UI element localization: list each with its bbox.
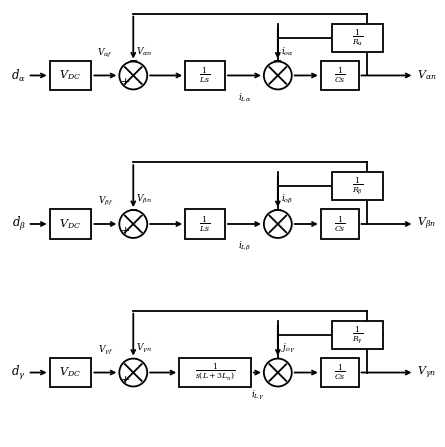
- Bar: [321, 60, 359, 90]
- Text: $i_{L\alpha}$: $i_{L\alpha}$: [238, 92, 251, 104]
- Text: $\frac{1}{s(L+3L_n)}$: $\frac{1}{s(L+3L_n)}$: [195, 362, 235, 383]
- Text: −: −: [273, 56, 283, 67]
- Text: $i_{L\gamma}$: $i_{L\gamma}$: [251, 388, 264, 401]
- Bar: [185, 60, 225, 90]
- Bar: [49, 60, 91, 90]
- Bar: [49, 358, 91, 388]
- Circle shape: [264, 62, 292, 89]
- Text: $\frac{1}{Cs}$: $\frac{1}{Cs}$: [334, 363, 346, 382]
- Text: $\frac{1}{Cs}$: $\frac{1}{Cs}$: [334, 214, 346, 234]
- Text: $V_{\alpha n}$: $V_{\alpha n}$: [136, 45, 153, 58]
- Circle shape: [119, 62, 147, 89]
- Text: $V_{DC}$: $V_{DC}$: [60, 366, 81, 380]
- Bar: [332, 320, 384, 349]
- Text: $d_{\gamma}$: $d_{\gamma}$: [12, 363, 26, 382]
- Text: −: −: [129, 205, 138, 215]
- Text: $V_{\gamma f}$: $V_{\gamma f}$: [97, 343, 113, 357]
- Text: $\frac{1}{Ls}$: $\frac{1}{Ls}$: [199, 214, 210, 234]
- Text: −: −: [129, 56, 138, 67]
- Text: +: +: [121, 77, 130, 88]
- Text: $V_{\alpha n}$: $V_{\alpha n}$: [417, 68, 437, 82]
- Text: +: +: [121, 375, 130, 384]
- Text: −: −: [129, 354, 138, 363]
- Bar: [321, 209, 359, 239]
- Text: $V_{DC}$: $V_{DC}$: [60, 68, 81, 82]
- Circle shape: [119, 210, 147, 238]
- Text: $V_{\beta n}$: $V_{\beta n}$: [136, 193, 152, 206]
- Text: $\frac{1}{R_{\alpha}}$: $\frac{1}{R_{\alpha}}$: [352, 27, 364, 48]
- Bar: [332, 24, 384, 51]
- Text: +: +: [121, 226, 130, 236]
- Text: $i_{L\beta}$: $i_{L\beta}$: [238, 240, 251, 253]
- Circle shape: [119, 358, 147, 387]
- Text: $\frac{1}{Ls}$: $\frac{1}{Ls}$: [199, 66, 210, 85]
- Text: $\frac{1}{Cs}$: $\frac{1}{Cs}$: [334, 66, 346, 85]
- Text: $\frac{1}{R_{\gamma}}$: $\frac{1}{R_{\gamma}}$: [352, 324, 363, 346]
- Text: −: −: [273, 205, 283, 215]
- Text: $j_{o\gamma}$: $j_{o\gamma}$: [281, 342, 295, 354]
- Text: $d_{\beta}$: $d_{\beta}$: [12, 215, 26, 233]
- Text: $V_{\gamma n}$: $V_{\gamma n}$: [136, 342, 152, 354]
- Text: −: −: [273, 354, 283, 363]
- Text: $V_{DC}$: $V_{DC}$: [60, 217, 81, 231]
- Bar: [332, 172, 384, 200]
- Text: $i_{o\alpha}$: $i_{o\alpha}$: [281, 45, 294, 58]
- Bar: [179, 358, 251, 388]
- Text: $V_{\gamma n}$: $V_{\gamma n}$: [417, 364, 437, 381]
- Bar: [49, 209, 91, 239]
- Text: $V_{\beta f}$: $V_{\beta f}$: [97, 195, 113, 208]
- Text: $V_{\alpha f}$: $V_{\alpha f}$: [97, 46, 113, 59]
- Text: $\frac{1}{R_{\beta}}$: $\frac{1}{R_{\beta}}$: [352, 175, 363, 197]
- Bar: [185, 209, 225, 239]
- Text: $i_{o\beta}$: $i_{o\beta}$: [281, 193, 293, 206]
- Bar: [321, 358, 359, 388]
- Text: $V_{\beta n}$: $V_{\beta n}$: [417, 216, 437, 232]
- Circle shape: [264, 358, 292, 387]
- Text: $d_{\alpha}$: $d_{\alpha}$: [11, 67, 26, 84]
- Circle shape: [264, 210, 292, 238]
